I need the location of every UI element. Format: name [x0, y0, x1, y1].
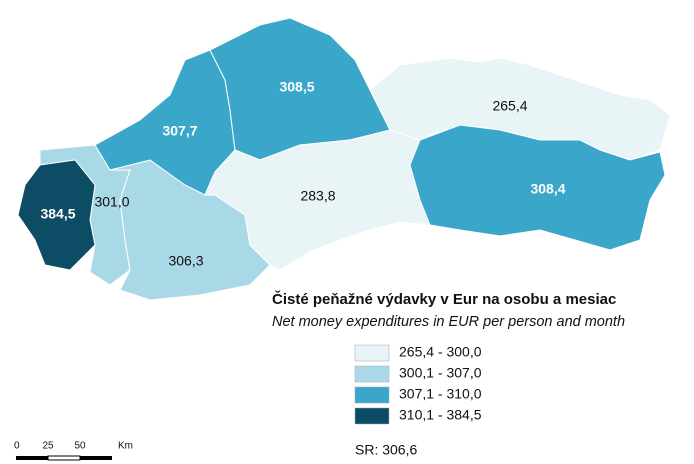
legend-label: 265,4 - 300,0 — [399, 344, 482, 360]
region-labels: 384,5 301,0 306,3 307,7 308,5 283,8 265,… — [40, 79, 565, 269]
legend-swatch — [354, 365, 390, 383]
region-label: 283,8 — [300, 188, 335, 204]
region-banska-bystrica — [204, 129, 431, 271]
scale-label: 0 — [14, 441, 20, 452]
total: SR: 306,6 — [355, 442, 417, 458]
legend-swatch — [354, 407, 390, 425]
region-label: 384,5 — [40, 206, 75, 222]
scale-unit: Km — [118, 441, 133, 452]
regions — [17, 17, 671, 301]
region-label: 308,4 — [530, 181, 565, 197]
region-label: 308,5 — [279, 79, 314, 95]
legend-swatch — [354, 386, 390, 404]
region-bratislava — [17, 159, 96, 271]
legend-label: 307,1 - 310,0 — [399, 386, 482, 402]
scale-segment — [16, 456, 48, 460]
scale-segment — [80, 456, 112, 460]
region-label: 301,0 — [94, 194, 129, 210]
legend-label: 310,1 - 384,5 — [399, 407, 482, 423]
scale-label: 25 — [42, 441, 54, 452]
region-label: 307,7 — [162, 123, 197, 139]
legend-swatch — [354, 344, 390, 362]
scale-segment — [47, 455, 81, 461]
region-label: 265,4 — [492, 98, 527, 114]
legend-label: 300,1 - 307,0 — [399, 365, 482, 381]
legend-title: Čisté peňažné výdavky v Eur na osobu a m… — [272, 290, 616, 308]
scale-bar: 0 25 50 Km — [14, 441, 133, 461]
region-kosice — [409, 124, 666, 251]
legend: 265,4 - 300,0 300,1 - 307,0 307,1 - 310,0 3… — [354, 344, 482, 425]
scale-label: 50 — [74, 441, 86, 452]
region-label: 306,3 — [168, 253, 203, 269]
legend-subtitle: Net money expenditures in EUR per person… — [272, 314, 625, 330]
